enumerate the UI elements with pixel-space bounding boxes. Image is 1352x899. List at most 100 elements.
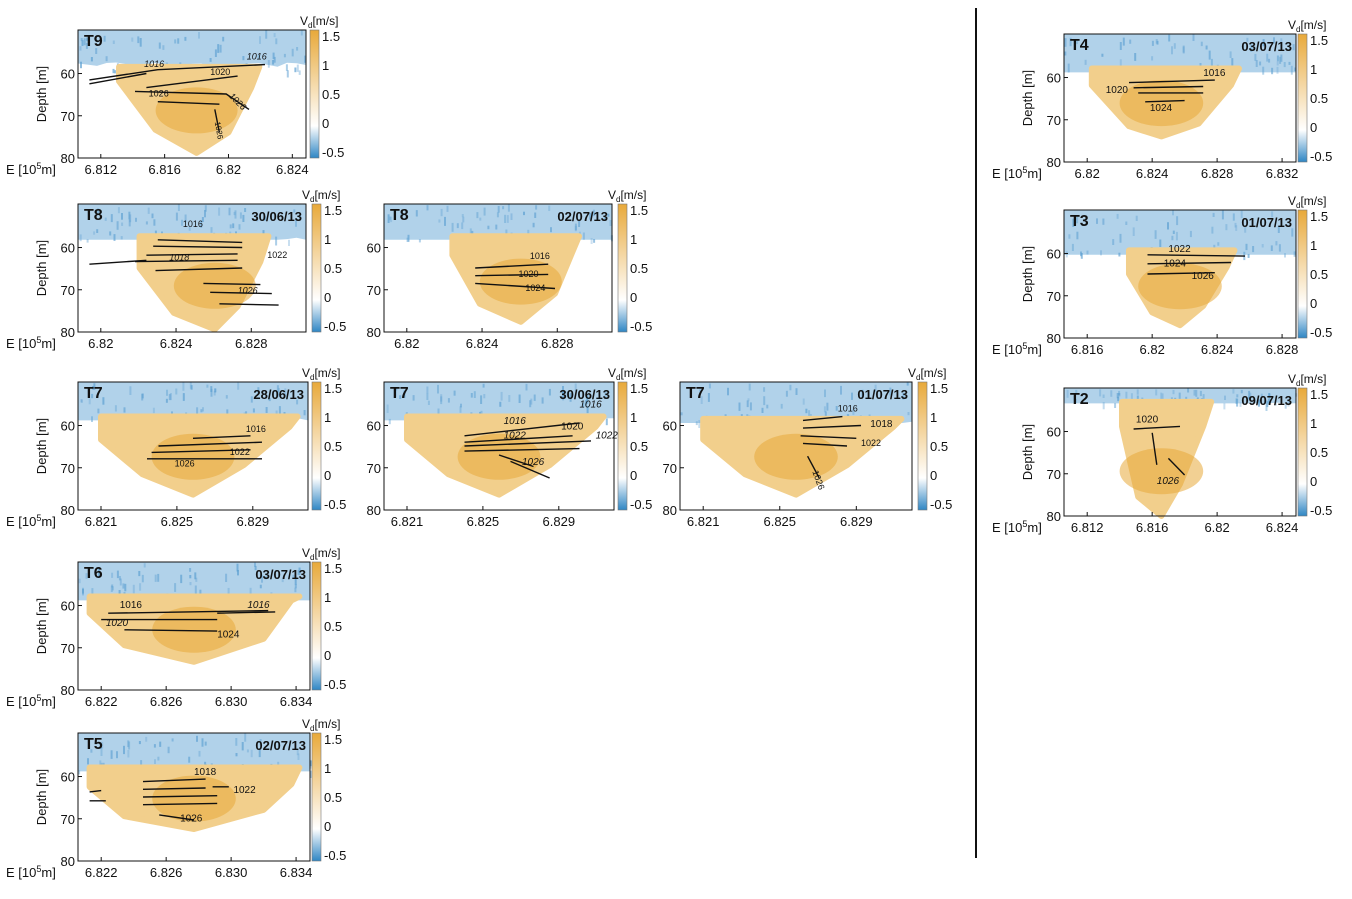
plot-frame [77, 381, 309, 511]
colorbar-title: Vd[m/s] [608, 366, 646, 382]
velocity-cell [1182, 46, 1185, 53]
velocity-cell [1247, 254, 1250, 258]
density-contour [153, 245, 243, 249]
colorbar-tick-label: 0.5 [1310, 267, 1328, 282]
velocity-cell [139, 583, 142, 591]
velocity-cell [1069, 37, 1072, 47]
colorbar-tick-label: 0 [1310, 296, 1317, 311]
velocity-cell [824, 411, 827, 417]
velocity-cell [250, 749, 253, 758]
velocity-cell [907, 412, 910, 416]
velocity-cell [113, 234, 116, 241]
velocity-cell [244, 733, 247, 742]
velocity-cell [101, 741, 104, 749]
velocity-cell [473, 391, 476, 398]
velocity-cell [1262, 39, 1265, 47]
velocity-cell [296, 47, 299, 51]
velocity-cell [237, 570, 239, 576]
velocity-cell [122, 583, 125, 589]
velocity-cell [105, 56, 108, 62]
panel-t3: 1022 1024 1026 T3 01/07/13 60 70 80 Depth [m] 6.8… [992, 190, 1332, 370]
colorbar-title: Vd[m/s] [300, 14, 338, 30]
velocity-cell [117, 207, 120, 214]
velocity-cell [1231, 58, 1234, 66]
velocity-cell [407, 234, 410, 242]
y-tick-label: 70 [1047, 289, 1061, 304]
y-tick-label: 60 [61, 67, 75, 82]
velocity-cell [141, 393, 144, 399]
y-tick-label: 60 [367, 419, 381, 434]
x-tick-label: 6.826 [150, 694, 183, 709]
density-contour [192, 435, 251, 439]
colorbar-tick-label: 0.5 [324, 790, 342, 805]
velocity-cell [541, 397, 544, 404]
y-tick-label: 60 [61, 241, 75, 256]
velocity-cell [1276, 66, 1279, 74]
velocity-cell [1129, 39, 1132, 44]
y-tick-label: 60 [663, 419, 677, 434]
velocity-cell [1212, 212, 1215, 217]
density-contour [1145, 99, 1185, 103]
velocity-cell [99, 745, 102, 749]
date-label: 03/07/13 [1241, 39, 1292, 54]
colorbar-tick-label: 0 [630, 290, 637, 305]
transect-label: T2 [1070, 391, 1089, 408]
velocity-cell [138, 741, 141, 745]
velocity-cell [1224, 395, 1226, 400]
colorbar-tick-label: 1 [1310, 238, 1317, 253]
colorbar-tick-label: 1.5 [630, 381, 648, 396]
velocity-cell [1268, 58, 1271, 63]
velocity-cell [506, 215, 509, 223]
velocity-cell [1112, 239, 1115, 245]
velocity-cell [1154, 230, 1157, 239]
velocity-cell [278, 406, 281, 415]
colorbar-tick-label: -0.5 [630, 497, 652, 512]
velocity-cell [727, 387, 729, 396]
y-tick-label: 60 [367, 241, 381, 256]
velocity-cell [1071, 243, 1074, 251]
density-contour [464, 435, 573, 443]
density-contour [159, 814, 195, 821]
colorbar [311, 732, 322, 862]
density-contour [124, 629, 218, 632]
density-contour [158, 441, 263, 447]
density-contour [1147, 272, 1215, 275]
x-tick-label: 6.828 [235, 336, 268, 351]
velocity-cell [213, 391, 216, 396]
velocity-cell [502, 206, 505, 210]
density-contour [155, 267, 243, 272]
velocity-cell [562, 391, 565, 401]
velocity-cell [415, 210, 418, 217]
y-tick-label: 80 [367, 503, 381, 518]
y-tick-label: 70 [1047, 467, 1061, 482]
velocity-cell [256, 213, 259, 222]
colorbar-tick-label: -0.5 [324, 848, 346, 863]
chart-svg: 1016 1016 1020 1024 T6 03/07/13 60 70 80 Depth [m… [6, 546, 346, 709]
velocity-cell [809, 414, 812, 418]
colorbar-tick-label: 1 [324, 410, 331, 425]
velocity-cell [508, 395, 511, 402]
velocity-cell [388, 418, 391, 425]
velocity-cell [1271, 67, 1274, 75]
plot-frame [1063, 33, 1297, 163]
velocity-cell [1119, 233, 1122, 243]
velocity-cell [456, 223, 459, 229]
colorbar [311, 203, 322, 333]
density-contour [802, 415, 843, 422]
contour-label: 1022 [233, 785, 256, 796]
velocity-cell [444, 216, 446, 226]
panel-t5: 1018 1022 1026 T5 02/07/13 60 70 80 Depth [m] 6.8… [6, 713, 346, 893]
velocity-cell [1187, 388, 1190, 393]
velocity-cell [738, 402, 741, 411]
contour-label: 1020 [519, 269, 539, 279]
velocity-cell [1278, 244, 1281, 252]
velocity-cell [874, 384, 877, 392]
velocity-cell [1232, 389, 1235, 394]
velocity-cell [1280, 38, 1283, 47]
velocity-cell [281, 578, 284, 583]
date-label: 01/07/13 [1241, 215, 1292, 230]
velocity-cell [1221, 210, 1224, 220]
contour-label: 1026 [175, 458, 195, 468]
density-contour [217, 611, 276, 614]
